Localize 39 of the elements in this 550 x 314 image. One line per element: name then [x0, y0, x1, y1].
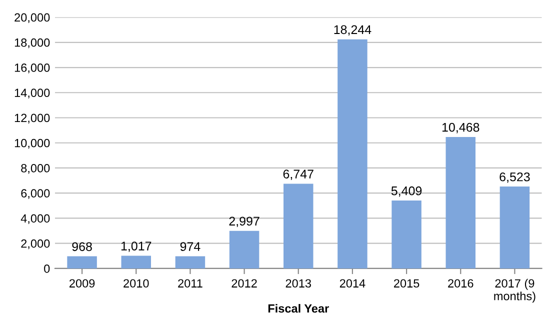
y-tick-label: 4,000 [20, 214, 50, 224]
y-tick-label: 16,000 [14, 64, 50, 74]
bar [500, 186, 530, 268]
bar [284, 184, 314, 268]
y-tick-label: 18,000 [14, 38, 50, 48]
data-label: 968 [72, 242, 92, 252]
data-label: 6,747 [283, 170, 314, 180]
x-tick-label: 2012 [232, 279, 257, 288]
y-tick-label: 8,000 [21, 164, 50, 174]
y-tick-label: 0 [44, 264, 50, 273]
data-label: 2,997 [229, 216, 260, 228]
y-tick-label: 20,000 [14, 13, 50, 24]
bar [121, 256, 151, 268]
y-tick-label: 10,000 [14, 138, 50, 149]
x-tick-label: 2010 [124, 279, 149, 288]
y-tick-label: 12,000 [14, 114, 50, 124]
y-tick-label: 2,000 [21, 239, 50, 250]
bar [175, 256, 206, 268]
data-label: 18,244 [334, 25, 372, 36]
x-tick-label: 2015 [394, 279, 420, 288]
x-tick-label: 2013 [286, 279, 311, 288]
data-label: 5,409 [391, 186, 422, 197]
x-tick-label: 2011 [178, 279, 202, 288]
data-label: 974 [180, 242, 200, 251]
bar [67, 256, 97, 268]
data-label: 6,523 [500, 172, 530, 183]
x-tick-label: 2009 [70, 279, 95, 288]
data-label: 10,468 [442, 122, 480, 134]
x-axis-title: Fiscal Year [268, 304, 329, 313]
y-tick-label: 14,000 [14, 88, 50, 98]
bar [338, 39, 368, 268]
x-tick-label: 2014 [340, 279, 366, 288]
x-tick-label: 2016 [448, 279, 474, 288]
y-tick-label: 6,000 [21, 189, 50, 199]
bar [446, 136, 476, 268]
x-tick-label: 2017 (9 months) [494, 278, 536, 303]
data-label: 1,017 [121, 242, 152, 252]
bar [229, 230, 260, 268]
bar [392, 200, 422, 268]
